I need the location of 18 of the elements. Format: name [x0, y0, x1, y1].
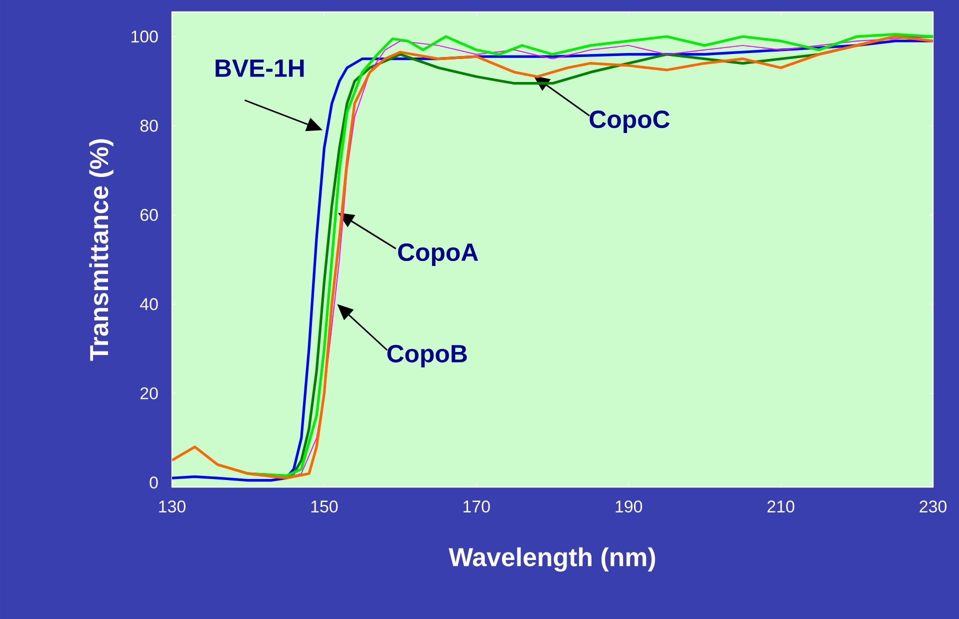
- y-tick-label: 60: [140, 208, 158, 221]
- y-tick-label: 80: [140, 120, 158, 132]
- x-tick-label: 170: [464, 500, 490, 513]
- y-tick-label: 0: [150, 476, 158, 489]
- y-tick-label: 20: [140, 387, 158, 400]
- y-axis-title: Transmittance (%): [89, 139, 114, 361]
- y-tick-label: 40: [140, 298, 158, 310]
- y-tick-label: 100: [132, 30, 158, 43]
- annotation: BVE-1H: [216, 60, 304, 77]
- x-tick-label: 210: [768, 500, 794, 513]
- annotation: CopoC: [590, 110, 670, 134]
- x-tick-label: 230: [920, 500, 946, 513]
- x-tick-label: 190: [616, 500, 642, 513]
- x-axis-title: Wavelength (nm): [448, 547, 656, 572]
- annotation: CopoB: [387, 344, 467, 368]
- x-tick-label: 130: [159, 500, 186, 513]
- annotation: CopoA: [398, 243, 478, 266]
- x-tick-label: 150: [311, 500, 338, 513]
